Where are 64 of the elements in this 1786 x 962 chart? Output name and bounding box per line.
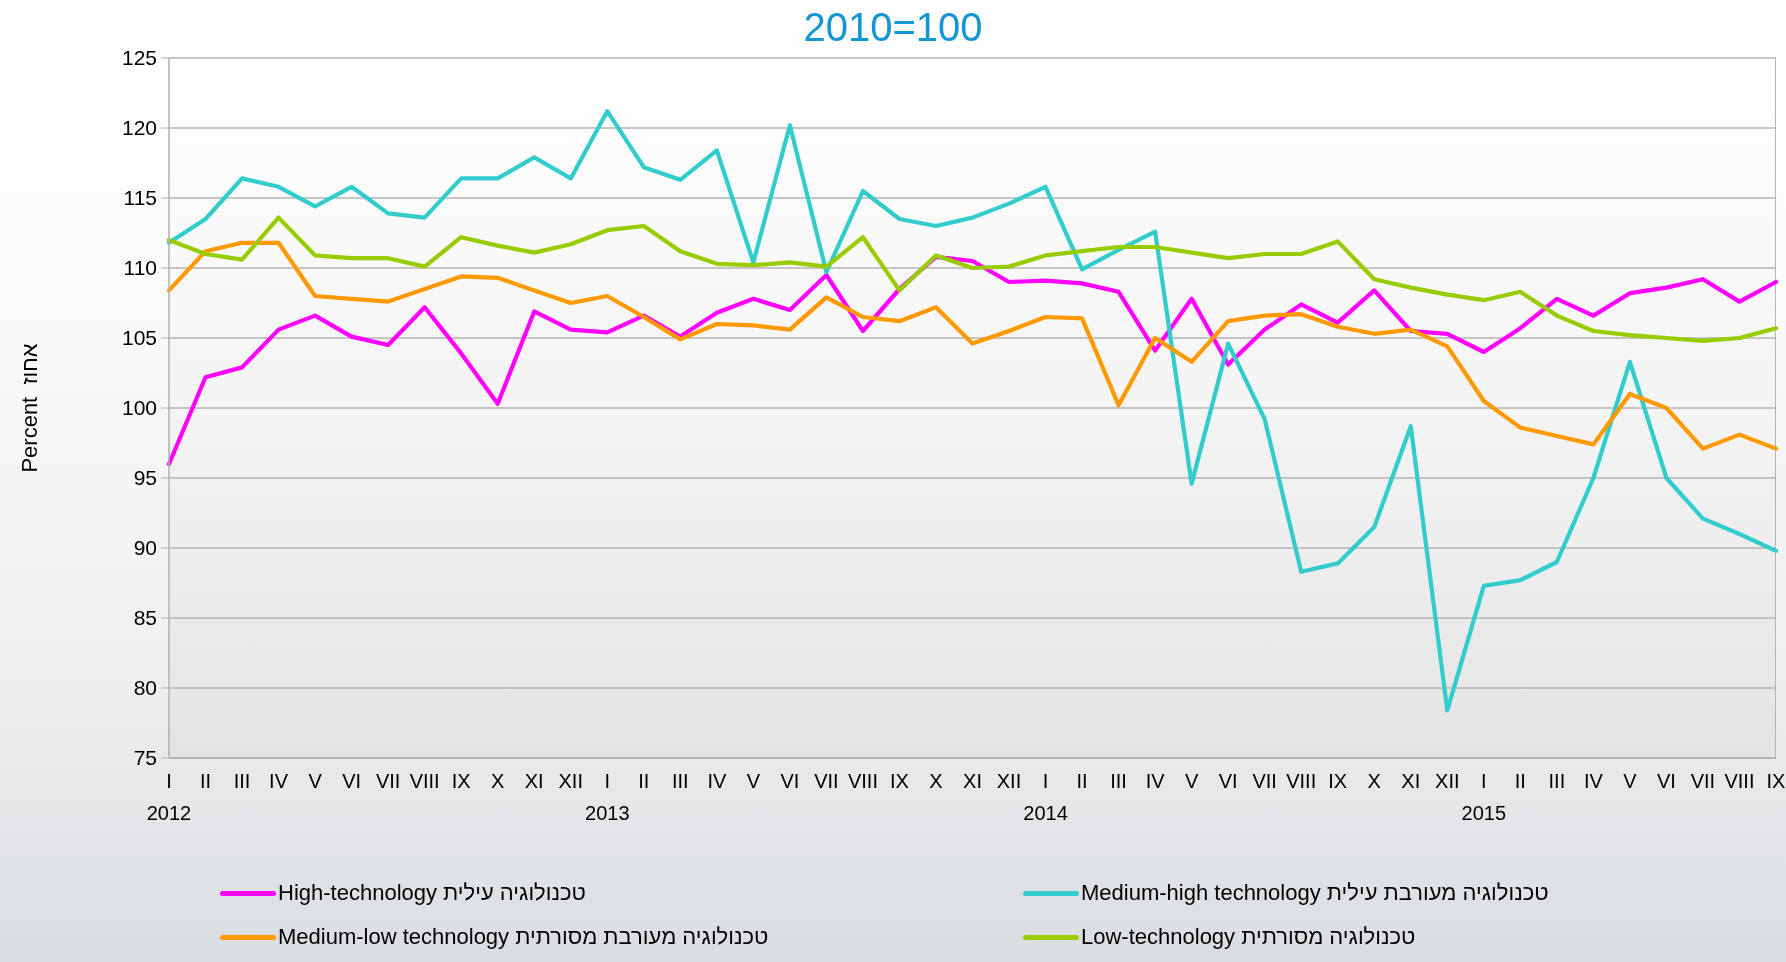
x-tick-label: VI [1656,770,1676,792]
y-tick-label: 110 [123,256,157,280]
x-tick-label: VII [1690,770,1716,792]
y-tick-label: 85 [133,606,157,630]
x-tick-label: III [233,770,251,792]
legend-label: Medium-low technology טכנולוגיה מעורבת מסורתית [278,924,769,950]
x-tick-label: I 2012 [146,770,192,824]
line-series [166,215,1779,343]
x-tick-label: III [1110,770,1127,792]
x-tick-label: VI [342,770,362,792]
x-tick-label: III [1548,770,1566,792]
x-tick-label: II [1076,770,1088,792]
x-tick-label: I 2015 [1461,770,1507,824]
x-tick-label: I 2014 [1023,770,1068,824]
x-tick-label: II [638,770,650,792]
y-tick-label: 100 [121,396,157,420]
y-tick-label: 90 [133,536,157,560]
x-tick-label: VII [375,770,401,792]
x-tick-label: XI [1401,770,1421,792]
x-tick-label: VIII [847,770,878,792]
x-tick-label: IV [1583,770,1604,792]
x-tick-label: X [491,770,505,792]
x-tick-label: VII [1252,770,1277,792]
y-axis-title: Percent אחוז [17,343,43,473]
x-tick-label: XII [558,770,583,792]
x-tick-label: V [1184,770,1199,792]
x-tick-label: IV [707,770,727,792]
x-tick-label: IV [1145,770,1166,792]
x-tick-label: VI [1218,770,1238,792]
y-tick-label: 95 [133,466,157,490]
y-tick-label: 75 [133,746,157,770]
x-tick-label: VI [780,770,800,792]
x-tick-label: VIII [409,770,440,792]
x-tick-label: IV [269,770,289,792]
legend-label: Medium-high technology טכנולוגיה מעורבת עילית [1081,880,1549,906]
x-tick-label: V [1623,770,1638,792]
x-tick-label: X [929,770,943,792]
y-tick-label: 105 [121,326,157,350]
x-tick-label: I 2013 [585,770,630,824]
x-tick-label: XI [524,770,544,792]
chart-title: 2010=100 [803,5,983,49]
x-tick-label: XI [963,770,982,792]
x-tick-label: IX [1328,770,1348,792]
x-tick-label: V [746,770,761,792]
legend-label: High-technology טכנולוגיה עילית [278,880,586,906]
x-tick-label: X [1367,770,1381,792]
y-tick-label: 125 [121,46,157,70]
x-tick-label: III [671,770,689,792]
x-tick-label: V [308,770,323,792]
x-tick-label: IX [451,770,471,792]
x-tick-label: IX [1766,770,1786,792]
x-tick-label: VIII [1286,770,1317,792]
legend-label: Low-technology טכנולוגיה מסורתית [1081,924,1416,950]
x-tick-label: VIII [1724,770,1755,792]
y-tick-label: 115 [123,186,157,210]
y-tick-label: 120 [121,116,157,140]
x-tick-label: II [1514,770,1526,792]
x-tick-label: VII [814,770,839,792]
x-tick-label: XII [996,770,1022,792]
line-series [166,109,1779,713]
x-tick-label: IX [890,770,909,792]
y-tick-label: 80 [133,676,157,700]
x-tick-label: XII [1435,770,1460,792]
x-tick-label: II [199,770,212,792]
